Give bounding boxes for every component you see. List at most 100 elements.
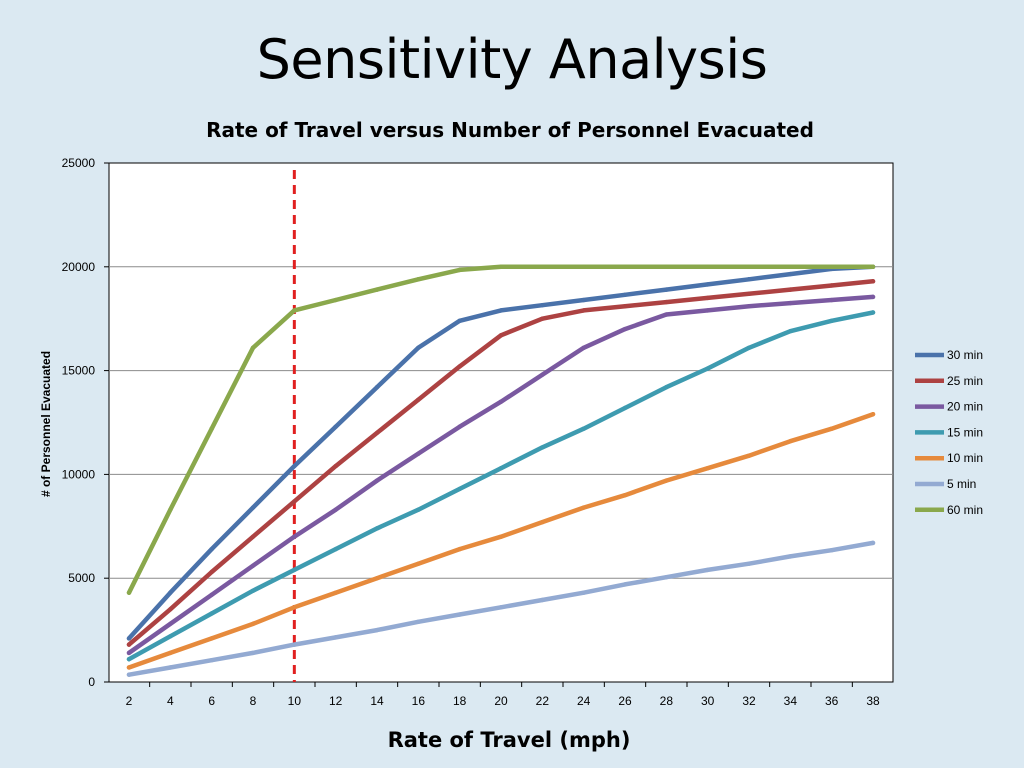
- data-point: [333, 507, 338, 512]
- x-tick-label: 32: [742, 694, 756, 708]
- x-tick-label: 12: [329, 694, 343, 708]
- legend-label: 20 min: [947, 400, 983, 414]
- data-point: [126, 665, 132, 670]
- data-point: [829, 283, 834, 288]
- legend-item: 30 min: [915, 348, 983, 362]
- x-tick-label: 28: [660, 694, 674, 708]
- data-point: [457, 318, 462, 323]
- x-tick-label: 20: [494, 694, 508, 708]
- data-point: [498, 333, 504, 338]
- y-tick-label: 10000: [62, 467, 96, 481]
- data-point: [333, 463, 338, 469]
- data-point: [333, 546, 338, 552]
- data-point: [705, 366, 710, 371]
- x-tick-label: 34: [784, 694, 798, 708]
- data-point: [168, 665, 173, 670]
- data-point: [705, 567, 710, 573]
- x-tick-label: 4: [167, 694, 174, 708]
- legend-label: 15 min: [947, 425, 983, 439]
- data-point: [333, 297, 338, 303]
- y-tick-label: 0: [88, 675, 95, 689]
- data-point: [209, 658, 214, 663]
- data-point: [788, 271, 793, 277]
- data-point: [788, 328, 793, 334]
- data-point: [540, 445, 545, 450]
- data-point: [168, 621, 173, 627]
- data-point: [746, 264, 752, 269]
- y-tick-label: 25000: [62, 156, 96, 170]
- data-point: [292, 567, 297, 573]
- data-point: [333, 635, 338, 640]
- data-point: [498, 605, 504, 610]
- legend-item: 5 min: [915, 477, 976, 491]
- data-point: [126, 590, 132, 595]
- data-point: [664, 385, 669, 390]
- data-point: [581, 297, 586, 303]
- data-point: [209, 611, 214, 616]
- data-point: [705, 295, 710, 301]
- series-30-min: [126, 264, 876, 641]
- x-tick-label: 22: [536, 694, 550, 708]
- data-point: [746, 277, 752, 282]
- data-point: [209, 546, 214, 552]
- data-point: [540, 316, 545, 321]
- x-tick-label: 16: [412, 694, 426, 708]
- data-point: [870, 294, 876, 300]
- data-point: [333, 424, 338, 429]
- data-point: [540, 597, 545, 603]
- legend-label: 10 min: [947, 451, 983, 465]
- data-point: [126, 672, 132, 677]
- data-point: [870, 279, 876, 284]
- data-point: [168, 507, 173, 512]
- data-point: [664, 287, 669, 292]
- data-point: [457, 546, 462, 552]
- data-point: [746, 453, 752, 458]
- y-tick-label: 5000: [68, 571, 95, 585]
- data-point: [209, 592, 214, 598]
- data-point: [250, 534, 256, 539]
- data-point: [292, 605, 297, 610]
- y-tick-label: 20000: [62, 260, 96, 274]
- legend-label: 60 min: [947, 503, 983, 517]
- data-point: [581, 308, 586, 313]
- x-tick-label: 8: [250, 694, 257, 708]
- series-60-min: [126, 264, 876, 595]
- data-point: [457, 267, 462, 273]
- legend-item: 60 min: [915, 503, 983, 517]
- data-point: [209, 426, 214, 431]
- chart-title: Rate of Travel versus Number of Personne…: [206, 118, 814, 142]
- data-point: [829, 426, 834, 431]
- data-point: [622, 326, 628, 332]
- data-point: [870, 264, 876, 269]
- data-point: [457, 424, 462, 429]
- data-point: [126, 656, 132, 662]
- x-tick-label: 18: [453, 694, 467, 708]
- data-point: [540, 264, 545, 269]
- data-point: [374, 627, 380, 633]
- data-point: [250, 563, 256, 568]
- data-point: [705, 465, 710, 471]
- data-point: [250, 621, 256, 627]
- data-point: [622, 405, 628, 411]
- legend-item: 15 min: [915, 425, 983, 439]
- data-point: [664, 478, 669, 483]
- data-point: [581, 264, 586, 269]
- data-point: [622, 264, 628, 269]
- data-point: [705, 264, 710, 269]
- data-point: [374, 478, 380, 483]
- x-tick-label: 10: [288, 694, 302, 708]
- data-point: [416, 561, 421, 566]
- data-point: [540, 303, 545, 308]
- data-point: [746, 345, 752, 350]
- data-point: [292, 308, 297, 313]
- data-point: [292, 642, 297, 647]
- data-point: [664, 264, 669, 269]
- x-tick-label: 36: [825, 694, 839, 708]
- data-point: [209, 569, 214, 575]
- data-point: [374, 287, 380, 292]
- data-point: [705, 282, 710, 287]
- data-point: [870, 411, 876, 417]
- x-tick-label: 6: [208, 694, 215, 708]
- data-point: [705, 308, 710, 313]
